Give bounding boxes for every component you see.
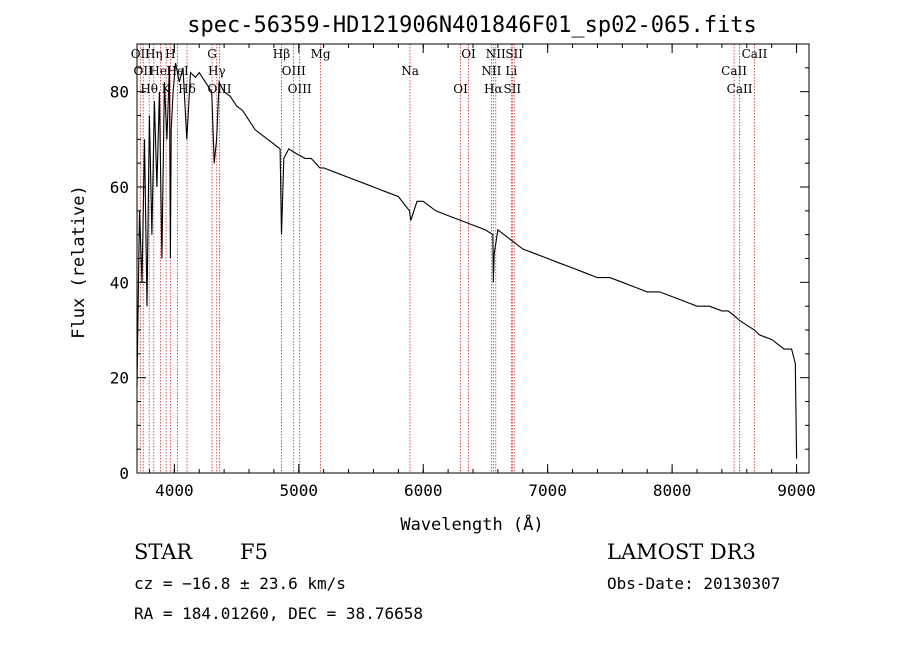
marker-label-0: OII — [131, 47, 151, 61]
observation-date: Obs-Date: 20130307 — [607, 574, 781, 593]
x-tick-label-3: 7000 — [528, 481, 567, 500]
marker-label-2: Hθ — [140, 82, 158, 96]
y-tick-label-4: 80 — [110, 83, 129, 102]
x-tick-label-0: 4000 — [155, 481, 194, 500]
spectrum-chart: 4000 5000 6000 7000 8000 9000 0 20 40 60 80 OII OI… — [69, 13, 816, 535]
marker-label-23: SII — [503, 82, 521, 96]
marker-label-18: OI — [461, 47, 476, 61]
marker-label-24: SII — [505, 47, 523, 61]
marker-label-20: Hα — [484, 82, 503, 96]
y-tick-label-1: 20 — [110, 369, 129, 388]
marker-label-22: Li — [505, 64, 517, 78]
x-tick-label-4: 8000 — [653, 481, 692, 500]
chart-title: spec-56359-HD121906N401846F01_sp02-065.f… — [187, 13, 757, 38]
marker-label-27: CaII — [742, 47, 768, 61]
x-tick-label-1: 5000 — [280, 481, 319, 500]
marker-label-7: HeI — [166, 64, 189, 78]
coordinates: RA = 184.01260, DEC = 38.76658 — [134, 604, 423, 623]
y-axis-label: Flux (relative) — [69, 185, 89, 339]
marker-label-9: G — [207, 47, 217, 61]
x-tick-label-5: 9000 — [777, 481, 816, 500]
line-marker-labels: OIIOIIHθHηHeIKHHeIHδGHγOIIIHβOIIIOIIIMgN… — [131, 47, 768, 96]
marker-label-16: Na — [401, 64, 419, 78]
marker-label-1: OII — [134, 64, 154, 78]
y-tick-label-2: 40 — [110, 273, 129, 292]
marker-label-19: NII — [481, 64, 501, 78]
flux-line — [136, 62, 798, 459]
survey-name: LAMOST DR3 — [607, 540, 756, 564]
marker-label-8: Hδ — [178, 82, 196, 96]
marker-label-11: OIII — [207, 82, 231, 96]
marker-label-17: OI — [453, 82, 468, 96]
y-tick-label-3: 60 — [110, 178, 129, 197]
marker-label-21: NII — [486, 47, 506, 61]
redshift-value: cz = −16.8 ± 23.6 km/s — [134, 574, 346, 593]
x-axis-ticks: 4000 5000 6000 7000 8000 9000 — [148, 44, 816, 500]
axis-frame — [136, 43, 810, 474]
marker-label-25: CaII — [721, 64, 747, 78]
object-class: STAR — [134, 540, 193, 564]
y-axis-ticks: 0 20 40 60 80 — [110, 67, 809, 483]
marker-label-26: CaII — [727, 82, 753, 96]
x-tick-label-2: 6000 — [404, 481, 443, 500]
line-markers — [139, 44, 755, 473]
marker-label-10: Hγ — [208, 64, 226, 78]
marker-label-3: Hη — [145, 47, 163, 61]
y-tick-label-0: 0 — [119, 464, 129, 483]
spectral-subclass: F5 — [240, 540, 268, 564]
marker-label-13: OIII — [282, 64, 306, 78]
x-axis-label: Wavelength (Å) — [400, 513, 543, 535]
marker-label-15: Mg — [311, 47, 331, 61]
marker-label-14: OIII — [288, 82, 312, 96]
marker-label-6: H — [165, 47, 175, 61]
marker-label-5: K — [162, 82, 172, 96]
marker-label-12: Hβ — [273, 47, 290, 61]
marker-label-4: HeI — [149, 64, 172, 78]
